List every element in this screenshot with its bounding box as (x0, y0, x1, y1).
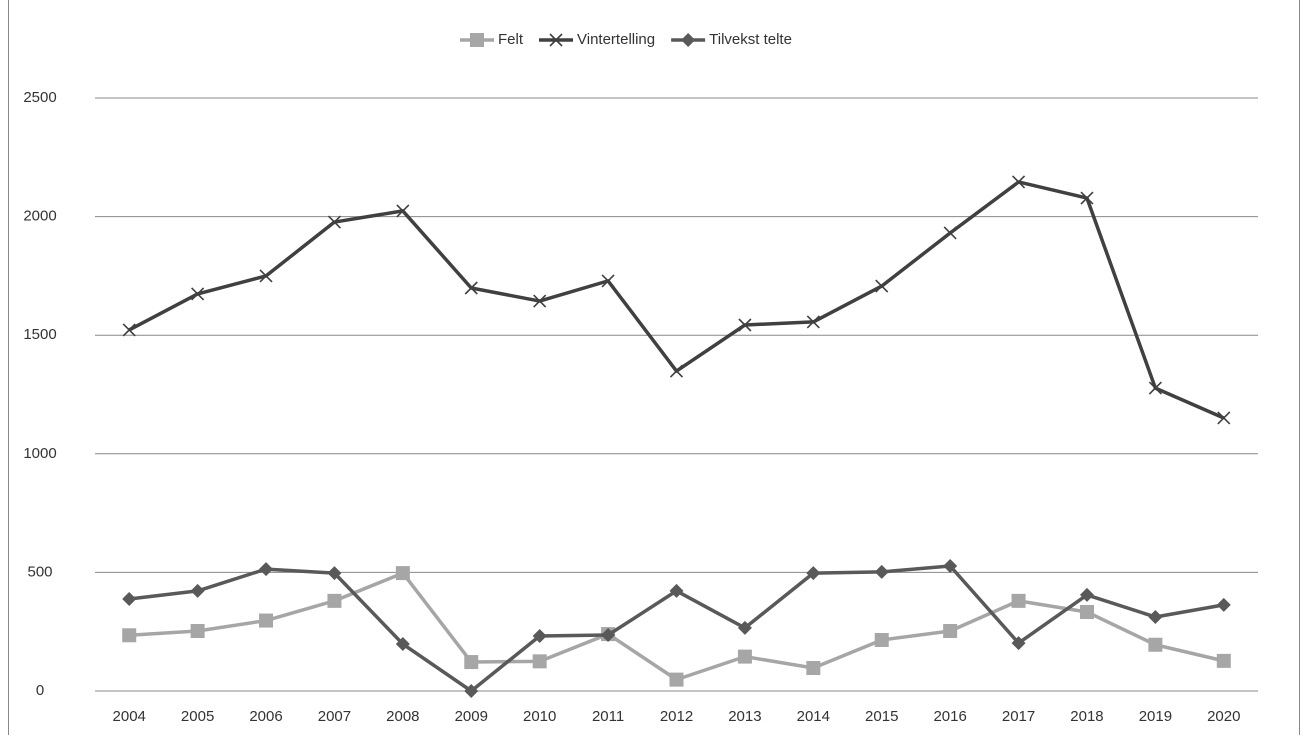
marker (601, 274, 615, 288)
marker (533, 294, 547, 308)
marker (806, 315, 820, 329)
marker (737, 620, 752, 635)
marker (943, 226, 957, 240)
y-tick-label: 1500 (23, 326, 56, 343)
marker (327, 593, 342, 608)
marker (806, 660, 821, 675)
y-tick-label: 1000 (23, 445, 56, 462)
marker (1079, 587, 1094, 602)
marker (327, 566, 342, 581)
y-tick-label: 2500 (23, 89, 56, 106)
marker (396, 204, 410, 218)
marker (549, 33, 563, 47)
marker (464, 281, 478, 295)
marker (464, 655, 479, 670)
x-tick-label: 2008 (386, 708, 419, 725)
marker (122, 323, 136, 337)
marker (190, 623, 205, 638)
legend: Felt Vintertelling Tilvekst telte (460, 31, 792, 48)
marker (1011, 636, 1026, 651)
legend-label: Tilvekst telte (709, 31, 792, 48)
marker (1148, 381, 1162, 395)
x-tick-label: 2019 (1139, 708, 1172, 725)
x-tick-label: 2017 (1002, 708, 1035, 725)
marker (1216, 653, 1231, 668)
marker (464, 684, 479, 698)
marker (737, 649, 752, 664)
marker (738, 318, 752, 332)
x-tick-label: 2010 (523, 708, 556, 725)
x-tick-label: 2011 (592, 708, 624, 725)
marker (532, 654, 547, 669)
marker (1216, 597, 1231, 612)
x-tick-label: 2006 (249, 708, 282, 725)
marker (1011, 175, 1026, 189)
marker (874, 564, 889, 579)
x-tick-label: 2014 (797, 708, 830, 725)
marker (669, 364, 684, 378)
marker (259, 269, 273, 283)
marker (601, 628, 616, 643)
marker (122, 628, 137, 643)
marker (259, 613, 274, 628)
x-tick-label: 2009 (455, 708, 488, 725)
marker (190, 583, 205, 598)
legend-label: Felt (498, 31, 524, 48)
legend-label: Vintertelling (577, 31, 655, 48)
marker (1148, 609, 1163, 624)
marker (395, 637, 410, 652)
marker (259, 562, 274, 577)
marker (327, 215, 342, 229)
x-tick-label: 2016 (933, 708, 966, 725)
x-tick-label: 2015 (865, 708, 898, 725)
y-tick-label: 0 (36, 682, 44, 699)
x-tick-label: 2012 (660, 708, 693, 725)
x-tick-label: 2005 (181, 708, 214, 725)
marker (943, 558, 958, 573)
marker (874, 633, 889, 648)
marker (532, 628, 547, 643)
marker (669, 583, 684, 598)
x-tick-label: 2013 (728, 708, 761, 725)
marker (395, 566, 410, 581)
marker (1148, 637, 1163, 652)
marker (191, 287, 205, 301)
marker (1080, 191, 1094, 205)
marker (681, 33, 696, 47)
x-tick-label: 2004 (113, 708, 146, 725)
x-tick-label: 2020 (1207, 708, 1240, 725)
marker (669, 672, 684, 687)
marker (806, 566, 821, 581)
marker (122, 591, 137, 606)
x-tick-label: 2018 (1070, 708, 1103, 725)
y-tick-label: 2000 (23, 208, 56, 225)
marker (1011, 593, 1026, 608)
x-tick-label: 2007 (318, 708, 351, 725)
marker (1079, 605, 1094, 620)
marker (1217, 411, 1231, 425)
marker (943, 623, 958, 638)
marker (875, 279, 889, 293)
y-tick-label: 500 (27, 563, 52, 580)
marker (470, 33, 484, 47)
